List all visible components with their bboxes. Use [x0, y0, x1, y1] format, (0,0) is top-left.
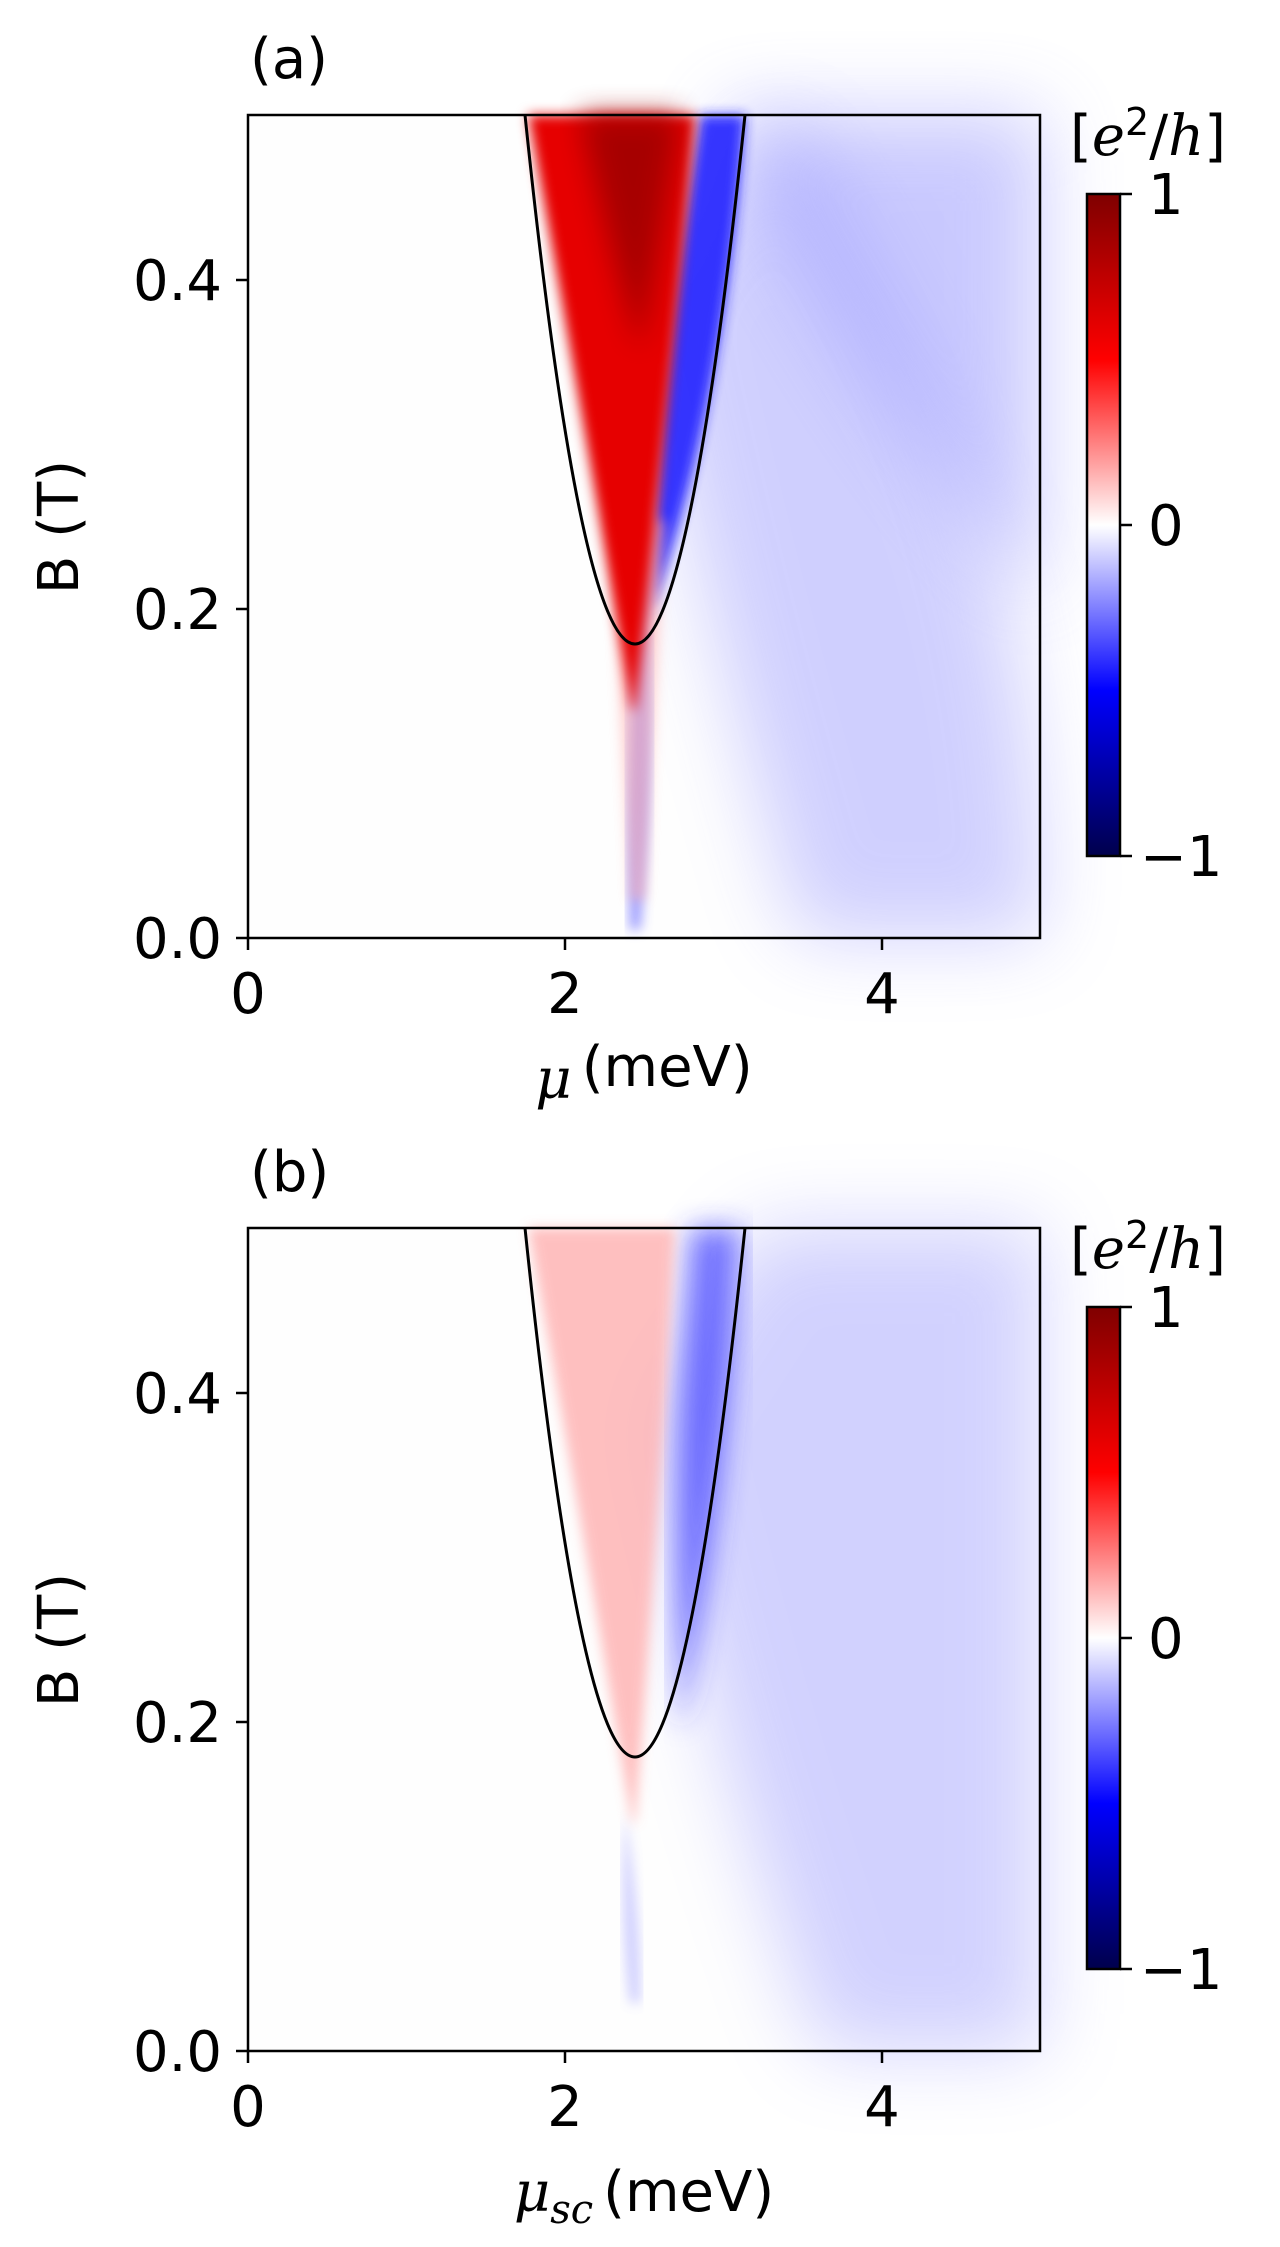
x-axis-label: μ (meV)	[535, 1035, 752, 1112]
colorbar: [e2/h] 1 0 −1	[1070, 100, 1226, 890]
colorbar-tick-label: 0	[1148, 1607, 1184, 1672]
colorbar-tick-label: 0	[1148, 494, 1184, 559]
y-tick-label: 0.0	[133, 907, 222, 972]
plot-frame	[246, 113, 1042, 940]
x-tick-label: 0	[230, 2075, 266, 2140]
colorbar-gradient	[1085, 192, 1122, 858]
y-axis: 0.0 0.2 0.4 B (T)	[27, 249, 248, 972]
colorbar-tick-label: −1	[1140, 1938, 1223, 2003]
heatmap-plot-area	[246, 113, 1042, 940]
y-tick-label: 0.2	[133, 1691, 222, 1756]
colorbar-tick-label: 1	[1148, 163, 1184, 228]
colorbar-label: [e2/h]	[1070, 100, 1226, 169]
y-tick-label: 0.4	[133, 1362, 222, 1427]
colorbar: [e2/h] 1 0 −1	[1070, 1213, 1226, 2003]
x-tick-label: 0	[230, 962, 266, 1027]
x-axis: 0 2 4 μ (meV)	[230, 938, 900, 1112]
colorbar-label: [e2/h]	[1070, 1213, 1226, 1282]
x-tick-label: 2	[547, 962, 583, 1027]
x-tick-label: 4	[864, 2075, 900, 2140]
y-axis: 0.0 0.2 0.4 B (T)	[27, 1362, 248, 2085]
heatmap-plot-area	[246, 1226, 1042, 2053]
panel-a: (a) 0 2 4 μ (meV)	[27, 27, 1226, 1112]
y-axis-label: B (T)	[27, 460, 92, 594]
y-tick-label: 0.2	[133, 578, 222, 643]
colorbar-tick-label: 1	[1148, 1276, 1184, 1341]
boundary-curve	[523, 114, 747, 646]
plot-frame	[246, 1226, 1042, 2053]
y-axis-label: B (T)	[27, 1573, 92, 1707]
y-tick-label: 0.0	[133, 2020, 222, 2085]
y-tick-label: 0.4	[133, 249, 222, 314]
x-tick-label: 2	[547, 2075, 583, 2140]
colorbar-tick-label: −1	[1140, 825, 1223, 890]
heatmap-image	[528, 115, 1040, 938]
x-axis-label: μsc (meV)	[514, 2160, 774, 2233]
panel-label: (b)	[250, 1140, 329, 1205]
panel-b: (b) 0 2 4 μsc (meV) 0.0	[27, 1140, 1226, 2233]
x-tick-label: 4	[864, 962, 900, 1027]
x-axis: 0 2 4 μsc (meV)	[230, 2051, 900, 2233]
colorbar-gradient	[1085, 1305, 1122, 1971]
panel-label: (a)	[250, 27, 328, 92]
heatmap-image	[528, 1228, 1040, 2051]
boundary-curve	[523, 1227, 747, 1759]
